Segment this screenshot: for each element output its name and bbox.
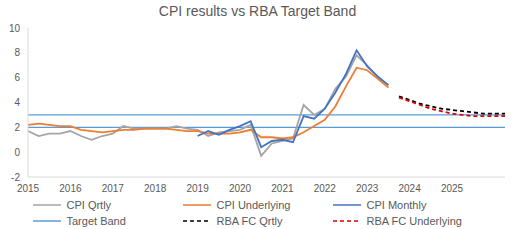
html-text:CPI Underlying: CPI Underlying (216, 198, 291, 211)
svg-text:2015: 2015 (17, 183, 40, 194)
svg-text:-2: -2 (11, 172, 20, 183)
svg-text:2016: 2016 (59, 183, 82, 194)
svg-text:2025: 2025 (441, 183, 464, 194)
svg-text:2020: 2020 (229, 183, 252, 194)
svg-text:8: 8 (14, 47, 20, 58)
svg-text:2024: 2024 (398, 183, 421, 194)
svg-text:2017: 2017 (102, 183, 125, 194)
html-text:CPI Qrtly: CPI Qrtly (66, 198, 112, 211)
html-text:CPI results vs RBA Target Band: CPI results vs RBA Target Band (158, 3, 357, 19)
svg-text:6: 6 (14, 72, 20, 83)
svg-text:2022: 2022 (314, 183, 337, 194)
html-text:RBA FC Qrtly: RBA FC Qrtly (216, 215, 283, 227)
svg-text:2: 2 (14, 122, 20, 133)
svg-text:0: 0 (14, 147, 20, 158)
svg-text:2021: 2021 (271, 183, 294, 194)
svg-text:2018: 2018 (144, 183, 167, 194)
html-text:Target Band: Target Band (66, 215, 126, 227)
html-text:RBA FC Underlying: RBA FC Underlying (366, 215, 462, 227)
html-text:CPI Monthly: CPI Monthly (366, 198, 427, 211)
svg-text:2023: 2023 (356, 183, 379, 194)
svg-text:2019: 2019 (186, 183, 209, 194)
svg-text:10: 10 (9, 23, 21, 34)
svg-text:4: 4 (14, 97, 20, 108)
